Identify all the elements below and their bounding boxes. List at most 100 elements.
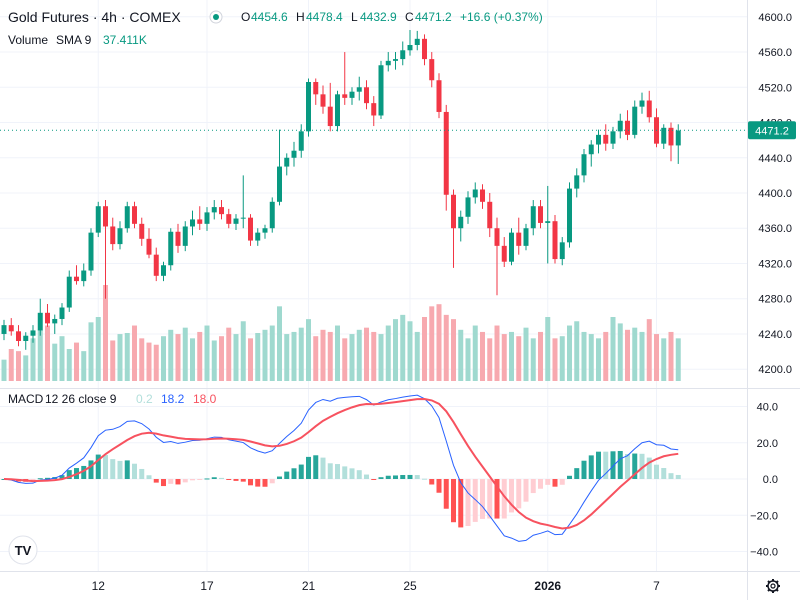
candle[interactable]: [240, 175, 246, 229]
candle[interactable]: [175, 223, 181, 253]
candle[interactable]: [132, 201, 137, 229]
candle[interactable]: [407, 30, 413, 56]
candle[interactable]: [298, 124, 304, 158]
candle[interactable]: [269, 197, 275, 233]
candle[interactable]: [16, 325, 21, 347]
candle[interactable]: [487, 193, 493, 238]
candle[interactable]: [400, 41, 406, 66]
candle[interactable]: [472, 182, 478, 204]
candle[interactable]: [306, 78, 311, 137]
candle[interactable]: [284, 153, 290, 176]
candle[interactable]: [458, 210, 464, 242]
candle[interactable]: [603, 124, 609, 151]
candle[interactable]: [632, 100, 638, 139]
candle[interactable]: [197, 206, 203, 230]
candle[interactable]: [117, 221, 123, 250]
candle[interactable]: [530, 200, 536, 236]
candle[interactable]: [501, 237, 507, 267]
candle[interactable]: [37, 298, 43, 336]
candle[interactable]: [516, 217, 522, 255]
candle[interactable]: [443, 104, 449, 211]
candle[interactable]: [211, 200, 217, 220]
candle[interactable]: [182, 221, 188, 252]
candle[interactable]: [451, 189, 456, 268]
candlestick-series[interactable]: [1, 30, 681, 350]
candle[interactable]: [523, 223, 529, 251]
tradingview-logo[interactable]: TV: [8, 535, 38, 565]
candle[interactable]: [233, 214, 239, 230]
candle[interactable]: [436, 73, 442, 119]
candle[interactable]: [88, 228, 94, 276]
candle[interactable]: [8, 318, 14, 336]
candle[interactable]: [248, 214, 253, 246]
candle[interactable]: [219, 200, 224, 220]
candle[interactable]: [66, 270, 72, 312]
candle[interactable]: [596, 129, 601, 154]
candle[interactable]: [581, 148, 587, 183]
candle[interactable]: [327, 82, 333, 132]
symbol-title[interactable]: Gold Futures · 4h · COMEX: [8, 9, 181, 25]
candle[interactable]: [226, 208, 232, 229]
candle[interactable]: [552, 215, 558, 264]
candle[interactable]: [30, 325, 36, 343]
macd-legend-label[interactable]: MACD: [8, 392, 44, 406]
candle[interactable]: [494, 217, 500, 296]
time-axis[interactable]: 12 17 21 25 2026 7: [92, 579, 661, 593]
candle[interactable]: [23, 332, 29, 350]
candle[interactable]: [371, 96, 377, 127]
candle[interactable]: [465, 191, 471, 224]
candle[interactable]: [385, 52, 391, 72]
candle[interactable]: [139, 217, 145, 246]
candle[interactable]: [110, 217, 116, 251]
candle[interactable]: [378, 60, 384, 119]
candle[interactable]: [559, 237, 565, 266]
candle[interactable]: [625, 110, 630, 141]
candle[interactable]: [545, 185, 551, 264]
candle[interactable]: [45, 304, 50, 327]
candle[interactable]: [661, 124, 667, 149]
candle[interactable]: [364, 80, 369, 110]
candle[interactable]: [480, 184, 485, 209]
candle[interactable]: [538, 200, 543, 229]
candle[interactable]: [81, 263, 87, 287]
candle[interactable]: [646, 90, 652, 123]
candle[interactable]: [168, 228, 174, 271]
candle[interactable]: [277, 129, 282, 206]
candle[interactable]: [349, 87, 355, 105]
candle[interactable]: [161, 261, 166, 282]
candle[interactable]: [95, 201, 101, 238]
candle[interactable]: [190, 210, 195, 236]
candle[interactable]: [204, 207, 210, 231]
market-status-icon[interactable]: [213, 14, 219, 20]
candle[interactable]: [124, 201, 130, 233]
candle[interactable]: [335, 90, 340, 132]
candle[interactable]: [59, 303, 65, 326]
candle[interactable]: [153, 247, 159, 282]
candle[interactable]: [567, 182, 572, 248]
candle[interactable]: [255, 228, 261, 246]
candle[interactable]: [146, 228, 152, 259]
candle[interactable]: [291, 141, 297, 167]
candle[interactable]: [262, 224, 268, 239]
volume-legend-label[interactable]: Volume: [8, 33, 48, 47]
candle[interactable]: [617, 113, 623, 139]
candle[interactable]: [675, 124, 681, 164]
candle[interactable]: [342, 52, 348, 105]
settings-gear-icon[interactable]: [766, 579, 780, 593]
candle[interactable]: [320, 85, 326, 114]
macd-axis[interactable]: 40.0 20.0 0.0 −20.0 −40.0: [750, 402, 778, 559]
candle[interactable]: [429, 52, 435, 88]
candle[interactable]: [639, 92, 645, 114]
candle[interactable]: [52, 314, 58, 334]
candle[interactable]: [422, 34, 427, 66]
candle[interactable]: [509, 228, 514, 266]
candle[interactable]: [74, 265, 79, 285]
candle[interactable]: [393, 52, 398, 70]
candle[interactable]: [588, 140, 594, 167]
candle[interactable]: [356, 76, 362, 101]
candle[interactable]: [668, 122, 674, 162]
candle[interactable]: [103, 200, 108, 299]
candle[interactable]: [1, 319, 7, 341]
candle[interactable]: [574, 168, 580, 198]
